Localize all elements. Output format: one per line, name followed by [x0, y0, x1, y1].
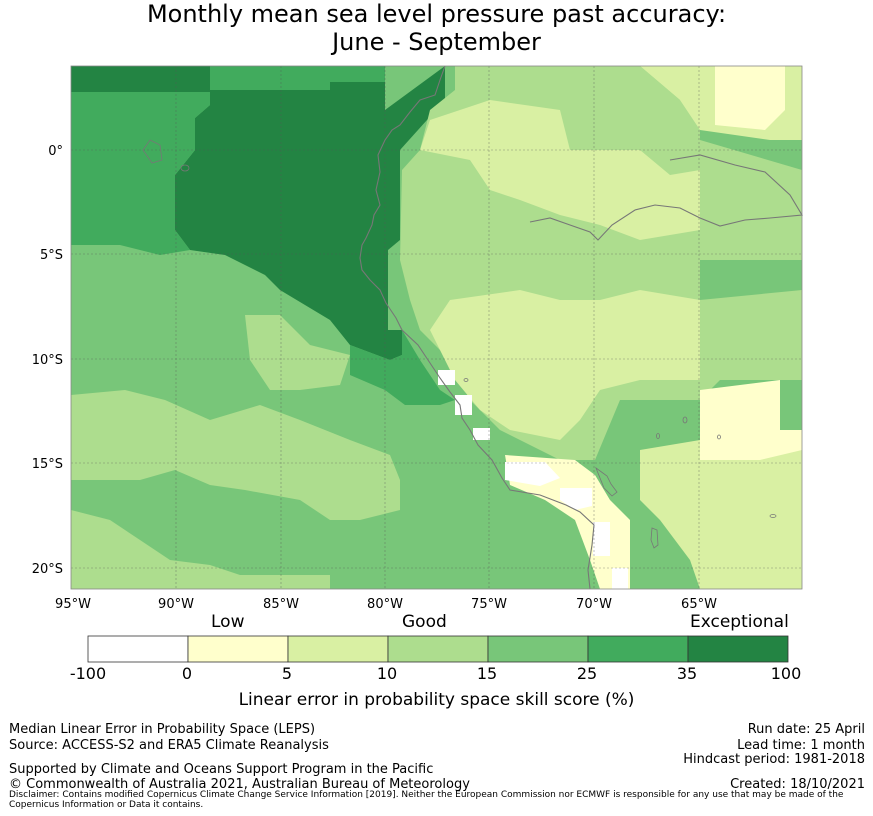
region-strong-coast — [350, 330, 455, 405]
region-none-3 — [593, 522, 610, 556]
lon-label: 85°W — [263, 597, 299, 612]
colorbar-segment — [487, 635, 589, 663]
category-exceptional: Exceptional — [690, 612, 789, 632]
chart-title: Monthly mean sea level pressure past acc… — [0, 0, 873, 56]
lat-labels: 0° 5°S 10°S 15°S 20°S — [32, 144, 63, 577]
category-low: Low — [211, 612, 245, 632]
colorbar-tick: 10 — [376, 664, 398, 683]
region-none-6 — [455, 395, 472, 415]
region-none-4 — [612, 568, 628, 589]
run-date: Run date: 25 April — [747, 722, 865, 737]
colorbar-tick: 15 — [476, 664, 498, 683]
region-none-1 — [505, 462, 560, 486]
lat-label: 10°S — [32, 353, 63, 368]
disclaimer: Disclaimer: Contains modified Copernicus… — [9, 790, 844, 810]
region-light-land-south — [430, 290, 700, 440]
region-light-land — [420, 100, 700, 240]
lon-labels: 95°W 90°W 85°W 80°W 75°W 70°W 65°W — [55, 597, 717, 612]
lat-label: 5°S — [40, 248, 63, 263]
region-good-ocean-south — [71, 510, 330, 589]
region-good-ocean-north — [245, 315, 350, 390]
region-strong-north — [210, 66, 385, 90]
lon-label: 80°W — [367, 597, 403, 612]
colorbar-segment — [87, 635, 189, 663]
region-none-5 — [438, 370, 455, 385]
colorbar-tick: 35 — [676, 664, 698, 683]
title-line-1: Monthly mean sea level pressure past acc… — [146, 0, 727, 28]
colorbar-segment — [687, 635, 789, 663]
created-date: Created: 18/10/2021 — [730, 777, 865, 792]
footer-leps: Median Linear Error in Probability Space… — [9, 722, 316, 737]
title-line-2: June - September — [332, 28, 541, 56]
footer-copyright: © Commonwealth of Australia 2021, Austra… — [9, 777, 470, 792]
footer-source: Source: ACCESS-S2 and ERA5 Climate Reana… — [9, 738, 329, 753]
region-exceptional-north — [71, 66, 445, 360]
region-none-7 — [473, 428, 490, 440]
hindcast-period: Hindcast period: 1981-2018 — [683, 752, 865, 767]
region-none-2 — [560, 488, 592, 510]
lon-label: 65°W — [681, 597, 717, 612]
colorbar-segment — [187, 635, 289, 663]
islands — [142, 139, 777, 549]
colorbar-segment — [287, 635, 389, 663]
colorbar-tick: 25 — [576, 664, 598, 683]
colorbar-tick: 5 — [281, 664, 293, 683]
region-light-southeast — [640, 440, 802, 589]
region-low-northeast — [715, 66, 785, 130]
graticule — [71, 66, 802, 589]
lat-label: 20°S — [32, 562, 63, 577]
lat-label: 15°S — [32, 457, 63, 472]
footer-support: Supported by Climate and Oceans Support … — [9, 762, 434, 777]
region-strong-west — [71, 92, 210, 255]
coastline — [359, 65, 803, 590]
colorbar-segment — [587, 635, 689, 663]
lon-label: 70°W — [576, 597, 612, 612]
region-good-ocean — [71, 390, 400, 520]
colorbar — [87, 635, 789, 663]
lon-label: 75°W — [471, 597, 507, 612]
region-low-east — [700, 380, 802, 460]
category-good: Good — [402, 612, 447, 632]
lead-time: Lead time: 1 month — [737, 738, 865, 753]
colorbar-tick: -100 — [69, 664, 107, 683]
colorbar-tick: 100 — [770, 664, 802, 683]
map-frame — [70, 65, 803, 590]
colorbar-label: Linear error in probability space skill … — [238, 690, 635, 710]
skill-regions — [71, 66, 802, 589]
lon-label: 95°W — [55, 597, 91, 612]
colorbar-segment — [387, 635, 489, 663]
skill-map: 0° 5°S 10°S 15°S 20°S 95°W 90°W 85°W 80°… — [32, 65, 803, 663]
lat-label: 0° — [48, 144, 63, 159]
lon-label: 90°W — [158, 597, 194, 612]
colorbar-tick: 0 — [181, 664, 193, 683]
